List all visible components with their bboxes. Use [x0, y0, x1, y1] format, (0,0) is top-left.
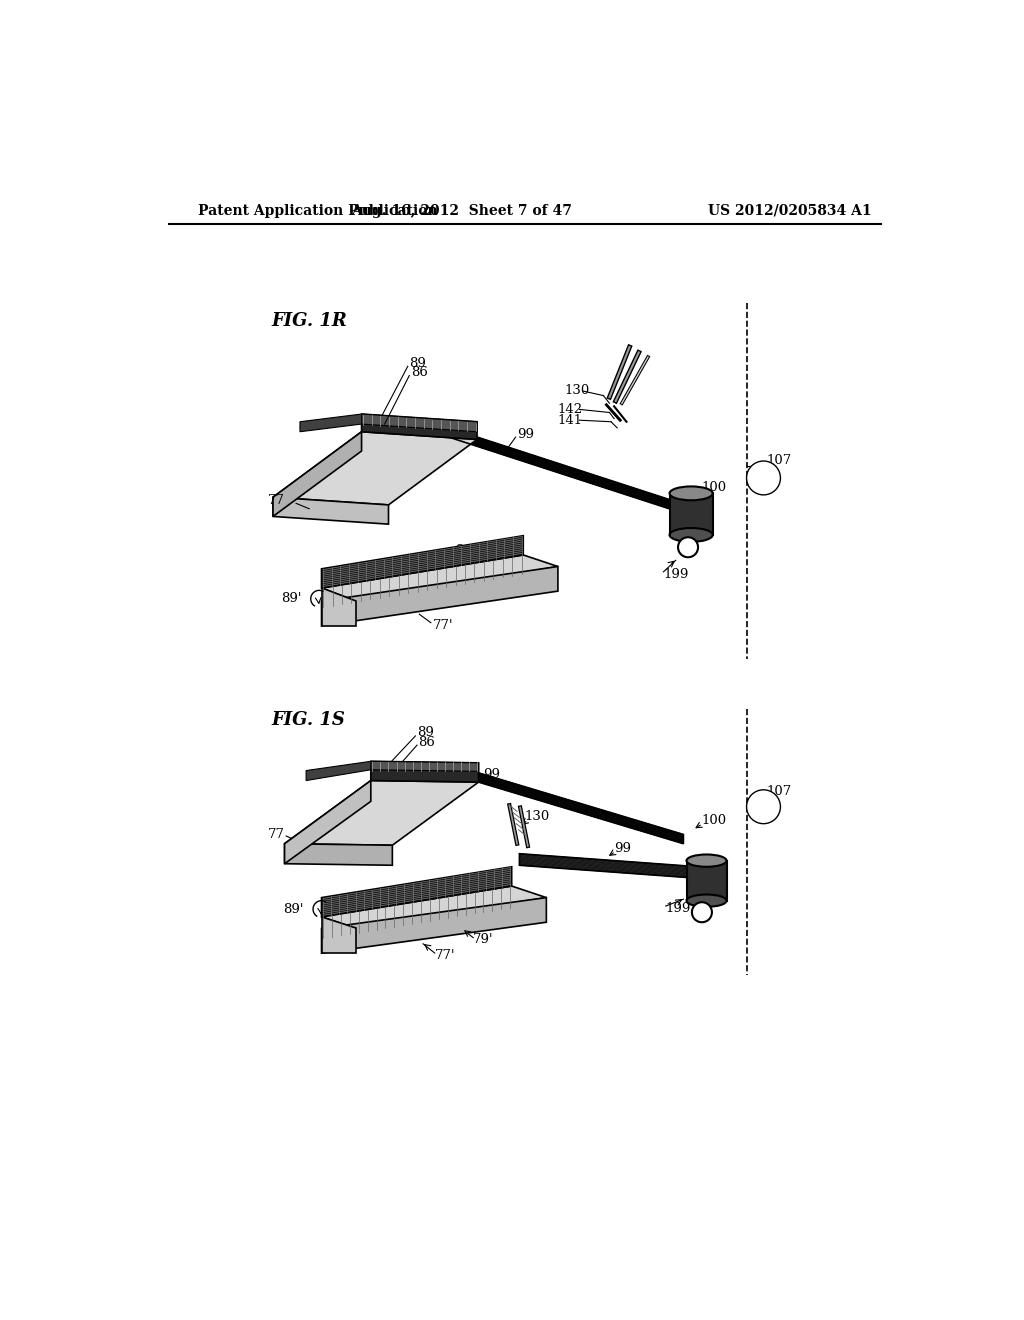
Circle shape [692, 903, 712, 923]
Text: 89': 89' [281, 593, 301, 606]
Polygon shape [322, 886, 547, 928]
Text: FIG. 1S: FIG. 1S [271, 711, 345, 729]
Circle shape [746, 789, 780, 824]
Text: 130: 130 [524, 810, 550, 824]
Text: 89: 89 [410, 356, 426, 370]
Polygon shape [322, 917, 356, 953]
Polygon shape [371, 762, 478, 781]
Text: 141: 141 [558, 413, 583, 426]
Polygon shape [285, 780, 478, 845]
Polygon shape [322, 536, 523, 589]
Circle shape [746, 461, 780, 495]
Text: 99: 99 [517, 428, 535, 441]
Polygon shape [300, 414, 361, 432]
Circle shape [678, 537, 698, 557]
Polygon shape [670, 494, 713, 535]
Polygon shape [322, 566, 558, 626]
Text: 142: 142 [558, 403, 583, 416]
Polygon shape [306, 762, 371, 780]
Text: 199: 199 [664, 568, 689, 581]
Polygon shape [273, 432, 477, 506]
Polygon shape [285, 780, 371, 863]
Polygon shape [361, 414, 477, 440]
Polygon shape [322, 867, 512, 917]
Text: 89': 89' [284, 903, 304, 916]
Polygon shape [322, 554, 558, 601]
Text: 79': 79' [473, 933, 494, 946]
Ellipse shape [686, 854, 727, 867]
Polygon shape [285, 843, 392, 866]
Polygon shape [686, 861, 727, 900]
Text: 77: 77 [267, 494, 285, 507]
Text: Patent Application Publication: Patent Application Publication [199, 203, 438, 218]
Text: FIG. 1R: FIG. 1R [271, 313, 347, 330]
Polygon shape [371, 762, 478, 771]
Text: 99: 99 [614, 842, 631, 855]
Text: 107: 107 [767, 454, 792, 467]
Text: 86: 86 [419, 735, 435, 748]
Text: 86: 86 [411, 366, 428, 379]
Polygon shape [322, 898, 547, 953]
Polygon shape [322, 589, 356, 626]
Polygon shape [361, 414, 477, 432]
Text: 199: 199 [666, 902, 691, 915]
Text: 130: 130 [564, 384, 590, 397]
Text: 100: 100 [701, 482, 727, 495]
Ellipse shape [686, 895, 727, 907]
Text: Aug. 16, 2012  Sheet 7 of 47: Aug. 16, 2012 Sheet 7 of 47 [351, 203, 572, 218]
Text: 77': 77' [432, 619, 453, 632]
Text: 99: 99 [483, 768, 500, 781]
Text: 100: 100 [701, 814, 727, 828]
Text: US 2012/0205834 A1: US 2012/0205834 A1 [708, 203, 871, 218]
Ellipse shape [670, 487, 713, 500]
Text: 89: 89 [417, 726, 434, 739]
Text: 77': 77' [435, 949, 456, 962]
Polygon shape [273, 432, 361, 516]
Text: 107: 107 [767, 785, 792, 797]
Ellipse shape [670, 528, 713, 541]
Polygon shape [273, 498, 388, 524]
Text: 86': 86' [456, 544, 476, 557]
Text: 77: 77 [267, 828, 285, 841]
